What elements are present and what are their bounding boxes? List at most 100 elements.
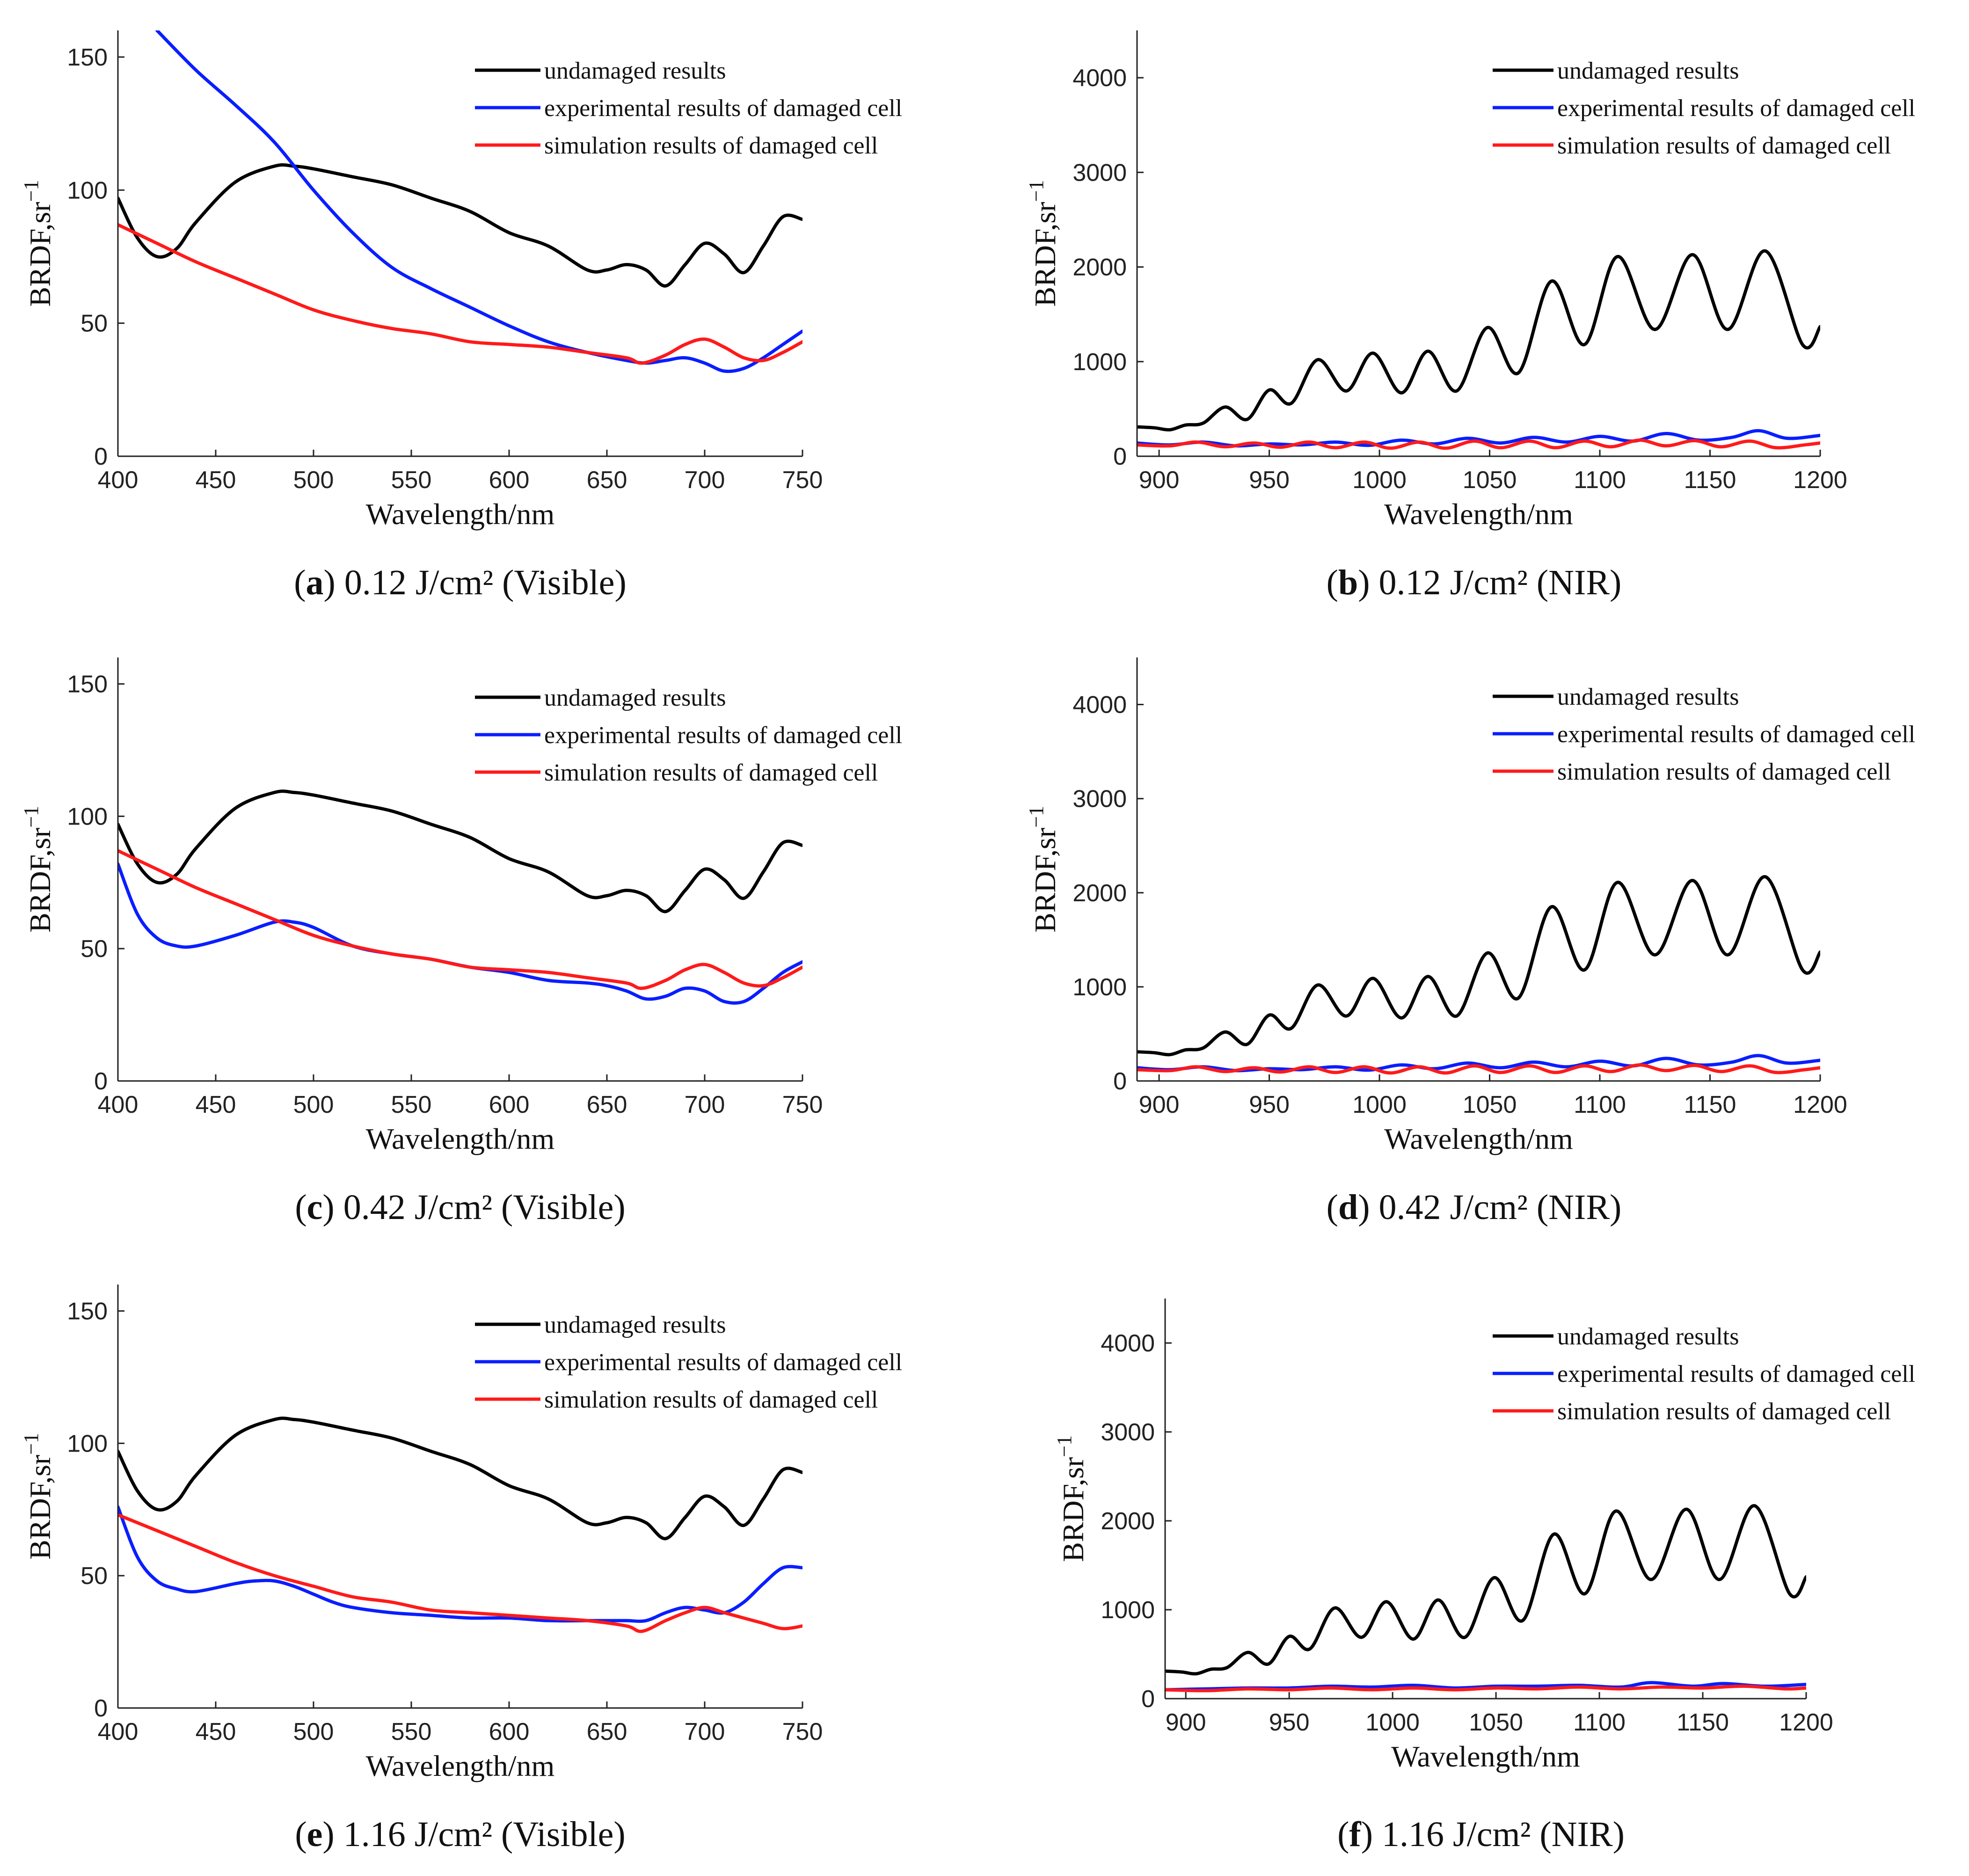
y-axis-label-group: BRDF,sr−1 [20, 180, 57, 307]
x-tick-label: 950 [1249, 467, 1290, 494]
legend-label: undamaged results [544, 1312, 726, 1338]
series-line-experimental [155, 30, 802, 373]
x-tick-label: 1150 [1684, 467, 1736, 494]
legend-label: simulation results of damaged cell [544, 132, 878, 159]
x-tick-label: 950 [1269, 1709, 1310, 1736]
caption-text: 0.12 J/cm² (Visible) [335, 563, 627, 602]
legend-label: simulation results of damaged cell [1557, 132, 1891, 159]
legend-label: simulation results of damaged cell [544, 1387, 878, 1413]
series-line-undamaged [118, 789, 802, 913]
y-tick-label: 1000 [1072, 349, 1127, 376]
series-line-simulation [118, 223, 802, 365]
y-tick-label: 100 [67, 177, 108, 204]
x-tick-label: 1200 [1793, 1091, 1847, 1118]
y-tick-label: 0 [94, 443, 108, 470]
caption-letter: b [1338, 563, 1358, 602]
y-axis-label-text: BRDF,sr [23, 1455, 57, 1560]
caption-letter: c [307, 1188, 323, 1227]
x-tick-label: 700 [685, 467, 725, 494]
series-line-simulation [118, 1513, 802, 1633]
caption-paren-close: ) [1361, 1815, 1373, 1854]
panel-caption: (d) 0.42 J/cm² (NIR) [1327, 1188, 1622, 1227]
caption-paren-open: ( [294, 563, 306, 602]
x-tick-label: 550 [391, 1091, 432, 1118]
y-tick-label: 0 [1113, 443, 1127, 470]
y-axis-label-group: BRDF,sr−1 [1025, 806, 1062, 933]
legend-label: experimental results of damaged cell [544, 1349, 902, 1376]
caption-text: 0.42 J/cm² (NIR) [1370, 1188, 1622, 1227]
x-axis-label: Wavelength/nm [1384, 497, 1573, 531]
y-tick-label: 50 [80, 310, 108, 337]
x-tick-label: 600 [489, 1718, 530, 1745]
series-line-simulation [1165, 1684, 1806, 1693]
legend-label: experimental results of damaged cell [544, 95, 902, 122]
y-axis-label-text: BRDF,sr [23, 828, 57, 933]
chart-panel-b: 900 950 1000 1050 1100 1150 1200 0 1000 2000 3000 4… [1025, 30, 1915, 602]
series-line-simulation [1137, 438, 1820, 450]
y-axis-label: BRDF,sr−1 [20, 180, 57, 307]
caption-paren-close: ) [1358, 563, 1370, 602]
x-tick-label: 650 [587, 467, 627, 494]
y-tick-label: 0 [1141, 1686, 1155, 1713]
x-axis-label: Wavelength/nm [1391, 1740, 1580, 1773]
y-tick-label: 100 [67, 803, 108, 830]
x-tick-label: 1200 [1793, 467, 1847, 494]
x-tick-label: 1100 [1574, 467, 1626, 494]
series-line-simulation [118, 849, 802, 990]
x-tick-label: 950 [1249, 1091, 1290, 1118]
x-tick-label: 400 [98, 467, 139, 494]
caption-text: 1.16 J/cm² (NIR) [1373, 1815, 1625, 1854]
y-axis-label-text: BRDF,sr [1028, 202, 1062, 307]
y-axis-label: BRDF,sr−1 [1025, 180, 1062, 307]
caption-paren-open: ( [295, 1815, 306, 1854]
x-tick-label: 900 [1139, 1091, 1180, 1118]
x-tick-label: 1050 [1463, 1091, 1517, 1118]
y-axis-label: BRDF,sr−1 [1025, 806, 1062, 933]
series-line-undamaged [118, 163, 802, 288]
legend-label: experimental results of damaged cell [1557, 721, 1915, 748]
caption-paren-close: ) [1358, 1188, 1370, 1227]
caption-letter: f [1349, 1815, 1362, 1854]
y-tick-label: 3000 [1072, 786, 1127, 813]
x-tick-label: 600 [489, 467, 530, 494]
x-tick-label: 750 [782, 467, 823, 494]
series-line-undamaged [1137, 249, 1820, 432]
x-tick-label: 1050 [1463, 467, 1517, 494]
series-line-experimental [118, 1505, 802, 1623]
panel-caption: (e) 1.16 J/cm² (Visible) [295, 1815, 625, 1854]
y-axis-label-exponent: −1 [1025, 180, 1048, 202]
y-axis-label-text: BRDF,sr [23, 202, 57, 307]
x-tick-label: 900 [1166, 1709, 1206, 1736]
series-line-experimental [118, 862, 802, 1005]
caption-paren-open: ( [295, 1188, 306, 1227]
y-tick-label: 3000 [1072, 159, 1127, 186]
x-tick-label: 450 [196, 467, 236, 494]
legend-label: experimental results of damaged cell [544, 722, 902, 749]
legend-label: simulation results of damaged cell [544, 759, 878, 786]
x-tick-label: 700 [685, 1091, 725, 1118]
y-axis-label: BRDF,sr−1 [20, 1433, 57, 1560]
caption-text: 0.12 J/cm² (NIR) [1370, 563, 1622, 602]
x-tick-label: 550 [391, 467, 432, 494]
x-tick-label: 500 [293, 1718, 334, 1745]
chart-panel-c: 400 450 500 550 600 650 700 750 0 50 100 150 Wavelen… [20, 657, 902, 1227]
caption-paren-open: ( [1327, 563, 1338, 602]
x-tick-label: 650 [587, 1718, 627, 1745]
x-tick-label: 1100 [1573, 1709, 1626, 1736]
y-axis-label-exponent: −1 [1025, 806, 1048, 828]
y-axis-label-text: BRDF,sr [1028, 828, 1062, 933]
chart-panel-a: 400 450 500 550 600 650 700 750 0 50 100 150 Wavelen… [20, 30, 902, 602]
caption-text: 0.42 J/cm² (Visible) [335, 1188, 626, 1227]
series-line-simulation [1137, 1063, 1820, 1075]
x-axis-label: Wavelength/nm [366, 1749, 555, 1782]
x-tick-label: 500 [293, 467, 334, 494]
y-tick-label: 2000 [1101, 1508, 1155, 1535]
series-line-experimental [1137, 1054, 1820, 1073]
caption-paren-open: ( [1327, 1188, 1338, 1227]
x-axis-label: Wavelength/nm [1384, 1122, 1573, 1155]
y-tick-label: 100 [67, 1430, 108, 1457]
y-axis-label-group: BRDF,sr−1 [1025, 180, 1062, 307]
x-tick-label: 600 [489, 1091, 530, 1118]
legend-label: simulation results of damaged cell [1557, 1398, 1891, 1425]
